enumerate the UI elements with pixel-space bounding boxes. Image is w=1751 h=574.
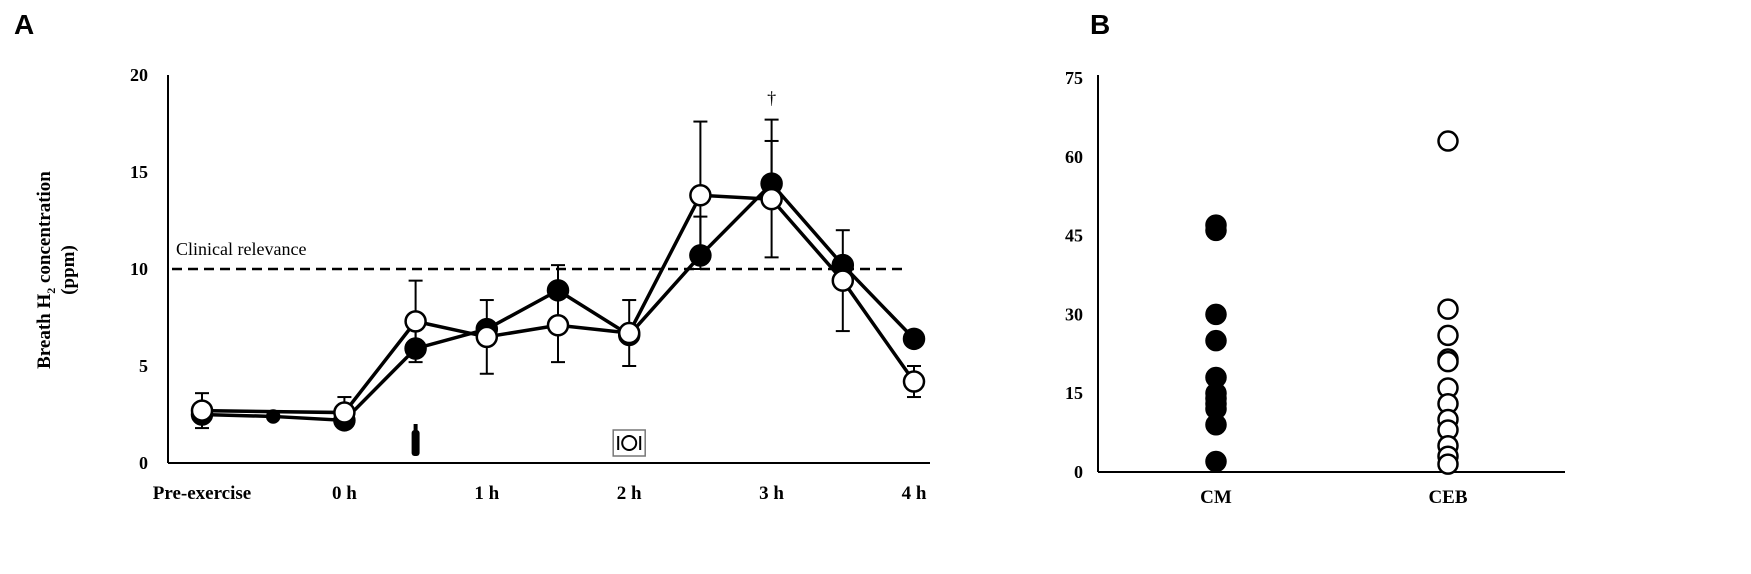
- scatter-point-cm: [1205, 303, 1227, 326]
- data-point-open: [689, 184, 712, 207]
- panel-a-y-tick-label: 20: [130, 65, 148, 85]
- scatter-point-ceb: [1437, 453, 1459, 475]
- data-point-open: [546, 314, 570, 337]
- panel-a-y-tick-label: 10: [130, 259, 148, 279]
- data-point-open: [475, 325, 499, 349]
- panel-b-y-tick-label: 0: [1074, 462, 1083, 482]
- data-point-open: [902, 370, 926, 393]
- significance-dagger: †: [767, 88, 776, 108]
- panel-b-chart: 0 15 30 45 60 75 CM CEB: [1065, 68, 1565, 508]
- clinical-relevance-label: Clinical relevance: [176, 239, 306, 259]
- meal-plate-icon: [612, 429, 646, 457]
- data-point-open: [831, 269, 855, 292]
- panel-b-y-tick-label: 75: [1065, 68, 1083, 88]
- data-point-filled: [902, 327, 926, 351]
- series-line-open: [201, 193, 916, 415]
- panel-a-y-axis-title: Breath H2 concentration: [34, 171, 58, 369]
- panel-b-letter: B: [1090, 9, 1110, 40]
- panel-b-y-tick-label: 45: [1065, 226, 1083, 246]
- panel-a-x-tick-label: 1 h: [474, 483, 499, 504]
- scatter-point-ceb: [1437, 324, 1459, 347]
- panel-a-x-tick-label: 0 h: [332, 483, 357, 504]
- data-point-open: [617, 321, 641, 345]
- scatter-point-cm: [1205, 329, 1227, 352]
- panel-b-x-tick-label: CM: [1200, 487, 1232, 508]
- panel-a-x-tick-label: 4 h: [902, 483, 927, 504]
- panel-b-y-tick-label: 30: [1065, 304, 1083, 324]
- data-point-filled: [265, 409, 281, 424]
- scatter-point-ceb: [1437, 298, 1459, 320]
- panel-a-x-tick-label: Pre-exercise: [153, 483, 251, 504]
- data-point-open: [190, 399, 214, 422]
- panel-a-x-tick-label: 2 h: [617, 483, 642, 504]
- scatter-point-cm: [1205, 450, 1227, 473]
- drink-bottle-icon: [411, 424, 420, 456]
- panel-a-y-tick-label: 5: [139, 356, 148, 376]
- data-point-open: [404, 310, 427, 333]
- data-point-open: [760, 187, 783, 211]
- scatter-point-cm: [1205, 219, 1227, 242]
- scatter-point-cm: [1205, 413, 1227, 436]
- data-point-filled: [689, 244, 712, 267]
- data-point-filled: [404, 337, 427, 360]
- data-point-open: [333, 401, 356, 424]
- scatter-point-ceb: [1437, 130, 1459, 152]
- panel-a-chart: 0 5 10 15 20 Pre-exercise 0 h 1 h 2 h 3 h 4 h Bre…: [34, 65, 930, 504]
- panel-b-x-tick-label: CEB: [1428, 487, 1467, 508]
- panel-a-y-tick-label: 15: [130, 162, 148, 182]
- panel-b-y-tick-label: 60: [1065, 147, 1083, 167]
- panel-a-y-tick-label: 0: [139, 453, 148, 473]
- data-point-filled: [546, 279, 570, 302]
- panel-a-letter: A: [14, 9, 34, 40]
- panel-a-y-axis-unit: (ppm): [58, 245, 79, 295]
- panel-b-y-tick-label: 15: [1065, 383, 1083, 403]
- scatter-point-ceb: [1437, 350, 1459, 373]
- panel-a-x-tick-label: 3 h: [759, 483, 784, 504]
